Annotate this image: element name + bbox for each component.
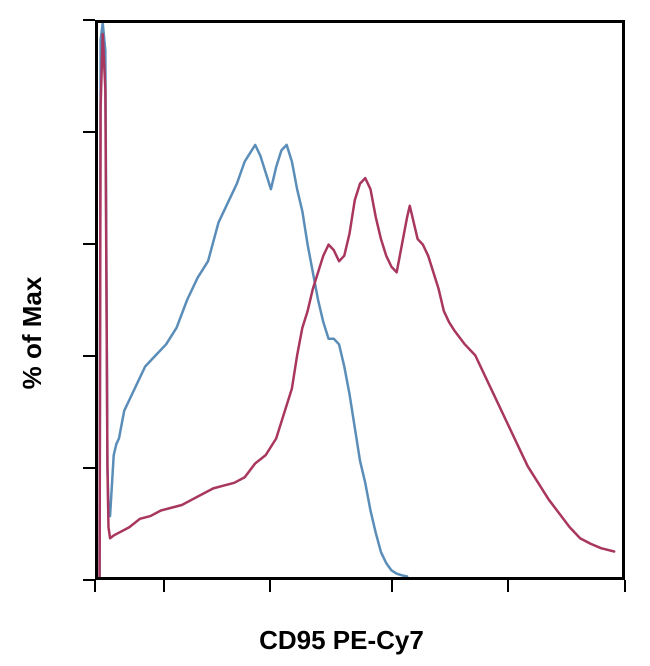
y-tick [83, 579, 95, 581]
y-tick [83, 19, 95, 21]
y-axis-label: % of Max [17, 277, 48, 390]
x-tick [507, 580, 509, 592]
x-tick [624, 580, 626, 592]
x-tick [269, 580, 271, 592]
x-tick [94, 580, 96, 592]
x-tick [391, 580, 393, 592]
plot-area [95, 20, 625, 580]
figure: % of Max CD95 PE-Cy7 [0, 0, 650, 666]
y-tick [83, 355, 95, 357]
series-stained [100, 34, 615, 577]
series-control [100, 23, 408, 577]
y-tick [83, 131, 95, 133]
x-axis-label: CD95 PE-Cy7 [259, 625, 424, 656]
plot-svg [98, 23, 622, 577]
x-tick [163, 580, 165, 592]
y-tick [83, 467, 95, 469]
y-tick [83, 243, 95, 245]
